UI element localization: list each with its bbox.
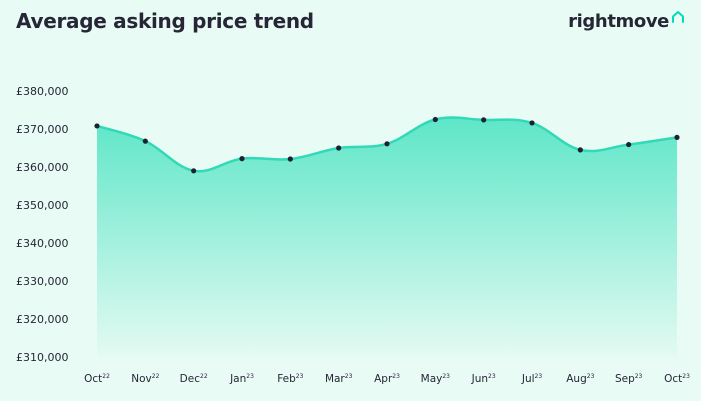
x-tick-label: Jan23 [229, 373, 254, 385]
brand-name: rightmove [568, 11, 669, 32]
y-axis: £310,000 £320,000 £330,000 £340,000 £350,000… [16, 85, 69, 364]
data-point [432, 116, 438, 123]
data-point [577, 147, 583, 153]
data-point [142, 138, 148, 144]
x-tick-label: Oct22 [84, 373, 110, 385]
data-point [94, 123, 100, 129]
x-tick-label: May23 [421, 373, 451, 385]
x-tick-label: Oct23 [664, 373, 690, 385]
data-points [94, 116, 680, 174]
x-tick-label: Nov22 [131, 373, 159, 385]
data-point [384, 141, 390, 147]
data-point [191, 168, 197, 174]
data-point [336, 145, 342, 151]
area-fill [97, 117, 677, 357]
chart-title: Average asking price trend [16, 9, 314, 33]
rightmove-logo[interactable]: rightmove [568, 11, 685, 32]
y-tick-label: £360,000 [16, 161, 69, 174]
data-point [287, 156, 293, 162]
x-tick-label: Dec22 [180, 373, 208, 385]
x-tick-label: Apr23 [374, 373, 400, 385]
x-axis: Oct22 Nov22 Dec22 Jan23 Feb23 Mar23 Apr23 May23… [84, 373, 690, 385]
data-point [239, 156, 245, 162]
y-tick-label: £340,000 [16, 237, 69, 250]
x-tick-label: Aug23 [566, 373, 594, 385]
data-point [626, 141, 632, 148]
y-tick-label: £330,000 [16, 275, 69, 288]
y-tick-label: £310,000 [16, 351, 69, 364]
data-point [481, 117, 487, 123]
house-roof-icon [671, 9, 685, 28]
x-tick-label: Jun23 [471, 373, 496, 385]
x-tick-label: Mar23 [325, 373, 353, 385]
x-tick-label: Jul23 [521, 373, 542, 385]
data-point [529, 120, 535, 126]
y-tick-label: £370,000 [16, 123, 69, 136]
x-tick-label: Sep23 [615, 373, 643, 385]
y-tick-label: £350,000 [16, 199, 69, 212]
data-point [674, 134, 680, 140]
y-tick-label: £380,000 [16, 85, 69, 98]
y-tick-label: £320,000 [16, 313, 69, 326]
x-tick-label: Feb23 [277, 373, 303, 385]
